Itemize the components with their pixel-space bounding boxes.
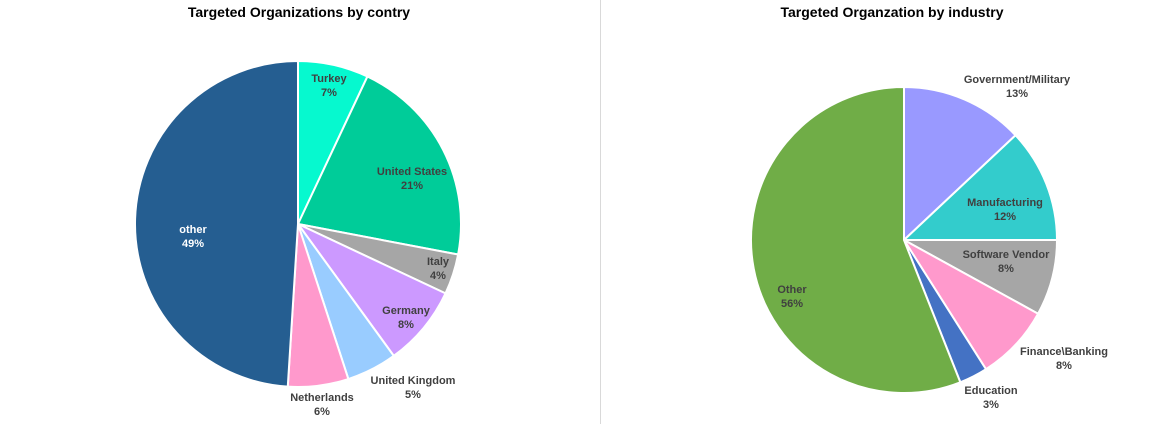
pie-slice-government-military <box>903 85 1017 243</box>
pie-slice-united-states <box>296 75 462 256</box>
slice-category-label: other <box>179 224 207 236</box>
slice-label-other: Other 56% <box>777 284 807 310</box>
slice-category-label: Education <box>964 385 1017 397</box>
slice-label-italy: Italy 4% <box>427 256 450 282</box>
slice-percent-label: 4% <box>430 270 446 282</box>
pie-slice-manufacturing <box>901 133 1059 241</box>
slice-category-label: Manufacturing <box>967 197 1043 209</box>
chart-divider <box>600 0 601 424</box>
slice-percent-label: 21% <box>401 180 423 192</box>
slice-percent-label: 5% <box>405 389 421 401</box>
slice-label-netherlands: Netherlands 6% <box>290 392 354 418</box>
country-chart-title: Targeted Organizations by contry <box>187 4 411 20</box>
slice-category-label: United States <box>377 166 447 178</box>
slice-category-label: Other <box>777 284 807 296</box>
slice-label-united-states: United States 21% <box>377 166 447 192</box>
slice-percent-label: 13% <box>1006 88 1028 100</box>
slice-category-label: Turkey <box>311 73 347 85</box>
slice-label-turkey: Turkey 7% <box>311 73 347 99</box>
slice-label-government-military: Government/Military 13% <box>964 74 1071 100</box>
slice-category-label: Germany <box>382 305 431 317</box>
slice-percent-label: 49% <box>182 238 204 250</box>
slice-percent-label: 6% <box>314 406 330 418</box>
slice-label-other: other 49% <box>179 224 207 250</box>
slice-category-label: Government/Military <box>964 74 1071 86</box>
slice-label-united-kingdom: United Kingdom 5% <box>371 375 456 401</box>
slice-category-label: United Kingdom <box>371 375 456 387</box>
slice-percent-label: 56% <box>781 298 803 310</box>
country-chart-panel: Targeted Organizations by contry Turkey 7… <box>134 4 462 418</box>
industry-chart-title: Targeted Organzation by industry <box>780 4 1004 20</box>
slice-percent-label: 3% <box>983 399 999 411</box>
slice-percent-label: 8% <box>398 319 414 331</box>
slice-label-manufacturing: Manufacturing 12% <box>967 197 1043 223</box>
country-pie-chart: Turkey 7% United States 21% Italy 4% Germany 8%… <box>134 59 462 418</box>
slice-category-label: Netherlands <box>290 392 354 404</box>
slice-label-germany: Germany 8% <box>382 305 431 331</box>
slice-percent-label: 8% <box>998 263 1014 275</box>
slice-percent-label: 12% <box>994 211 1016 223</box>
slice-percent-label: 7% <box>321 87 337 99</box>
slice-label-finance-banking: Finance\Banking 8% <box>1020 346 1108 372</box>
pie-slice-other <box>134 59 299 388</box>
industry-chart-panel: Targeted Organzation by industry Governm… <box>601 0 1155 424</box>
slice-label-software-vendor: Software Vendor 8% <box>963 249 1051 275</box>
slice-category-label: Finance\Banking <box>1020 346 1108 358</box>
slice-percent-label: 8% <box>1056 360 1072 372</box>
slice-label-education: Education 3% <box>964 385 1017 411</box>
industry-pie-chart: Government/Military 13% Manufacturing 12% So… <box>750 74 1108 411</box>
slice-category-label: Software Vendor <box>963 249 1051 261</box>
slice-category-label: Italy <box>427 256 450 268</box>
pie-slice-other <box>750 85 962 394</box>
